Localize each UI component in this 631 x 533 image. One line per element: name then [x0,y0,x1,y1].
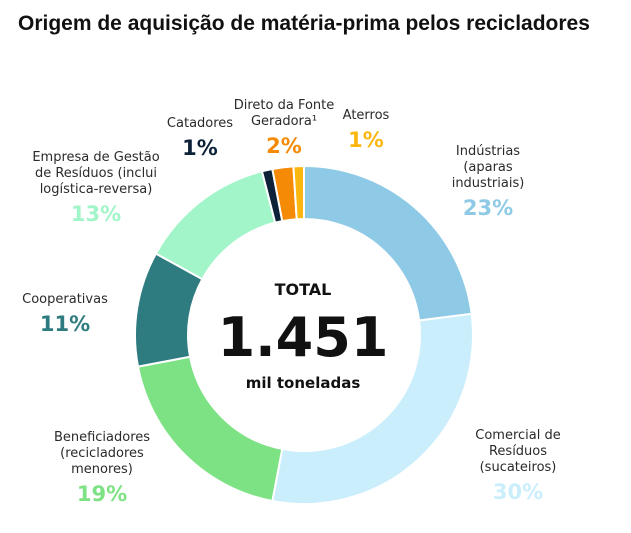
pct-aterros: 1% [348,128,384,152]
total-unit: mil toneladas [245,374,361,392]
pct-direto: 2% [266,134,302,158]
donut-slice-1 [271,312,474,505]
pct-empresa: 13% [70,202,122,226]
pct-industrias: 23% [462,196,514,220]
slice-label-aterros: Aterros 1% [330,108,402,153]
donut-slice-4 [154,170,277,281]
slice-label-industrias: Indústrias (aparas industriais) 23% [443,144,533,221]
total-value: 1.451 [217,306,389,369]
pct-beneficiadores: 19% [76,482,128,506]
donut-slice-7 [292,164,305,221]
slice-label-comercial: Comercial de Resíduos (sucateiros) 30% [470,428,566,505]
slice-label-empresa: Empresa de Gestão de Resíduos (inclui lo… [32,150,160,226]
chart-title: Origem de aquisição de matéria-prima pel… [18,12,590,35]
total-label: TOTAL [274,280,332,299]
slice-label-beneficiadores: Beneficiadores (recicladores menores) 19… [53,430,151,506]
slice-label-cooperativas: Cooperativas 11% [15,292,115,337]
slice-label-direto: Direto da Fonte Geradora¹ 2% [228,98,340,159]
pct-catadores: 1% [182,136,218,160]
pct-comercial: 30% [492,480,544,504]
slice-label-catadores: Catadores 1% [160,116,240,161]
pct-cooperativas: 11% [39,312,91,336]
